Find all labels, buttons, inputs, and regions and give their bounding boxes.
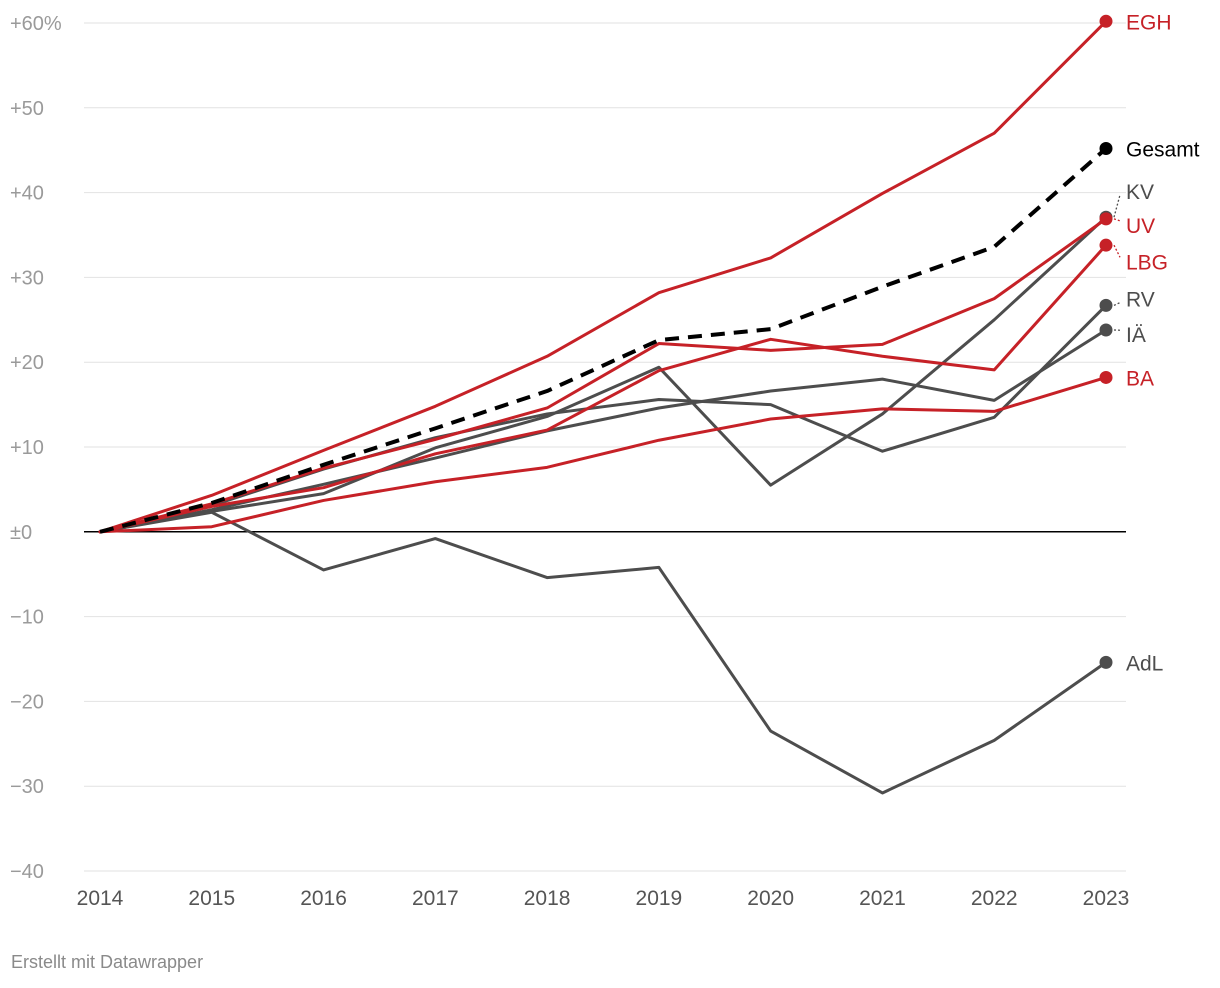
series-label-rv: RV xyxy=(1126,289,1155,312)
series-line-gesamt xyxy=(99,147,1108,534)
y-tick-label: −20 xyxy=(10,691,44,713)
end-marker-rv xyxy=(1099,298,1113,312)
series-label-egh: EGH xyxy=(1126,11,1172,34)
series-label-iä: IÄ xyxy=(1126,324,1146,347)
y-axis: +60% +50 +40 +30 +20 +10 ±0 −10 −20 −30 −40 xyxy=(10,13,62,883)
x-tick-label: 2014 xyxy=(77,887,124,910)
x-tick-label: 2020 xyxy=(747,887,794,910)
end-marker-gesamt xyxy=(1099,142,1113,156)
end-marker-ba xyxy=(1099,370,1113,384)
end-marker-uv xyxy=(1099,212,1113,226)
x-tick-label: 2018 xyxy=(524,887,571,910)
series-line-ba xyxy=(98,375,1108,534)
end-marker-adl xyxy=(1099,655,1113,669)
label-connector-rv xyxy=(1113,302,1121,306)
x-tick-label: 2023 xyxy=(1083,887,1130,910)
series-line-uv xyxy=(98,217,1108,534)
series-label-gesamt: Gesamt xyxy=(1126,139,1200,162)
y-tick-label: +40 xyxy=(10,183,44,205)
y-tick-label: −30 xyxy=(10,776,44,798)
y-tick-label: +30 xyxy=(10,267,44,289)
grid-layer xyxy=(84,22,1126,872)
y-tick-label: −10 xyxy=(10,607,44,629)
series-label-lbg: LBG xyxy=(1126,251,1168,274)
series-line-lbg xyxy=(98,243,1108,534)
label-connector-uv xyxy=(1113,218,1121,222)
series-label-adl: AdL xyxy=(1126,652,1163,675)
y-tick-label: +60% xyxy=(10,13,62,35)
series-line-adl xyxy=(98,510,1108,795)
series-label-uv: UV xyxy=(1126,215,1155,238)
end-marker-egh xyxy=(1099,14,1113,28)
label-connector-lbg xyxy=(1113,244,1121,258)
end-marker-lbg xyxy=(1099,238,1113,252)
y-tick-label: ±0 xyxy=(10,522,32,544)
label-connector-kv xyxy=(1113,194,1121,218)
y-tick-label: +50 xyxy=(10,98,44,120)
series-line-egh xyxy=(98,19,1108,534)
series-label-kv: KV xyxy=(1126,181,1154,204)
x-axis: 2014 2015 2016 2017 2018 2019 2020 2021 2022 2023 xyxy=(77,887,1130,910)
series-layer xyxy=(98,14,1113,795)
x-tick-label: 2021 xyxy=(859,887,906,910)
end-marker-iä xyxy=(1099,323,1113,337)
y-tick-label: −40 xyxy=(10,861,44,883)
legend-labels: EGH Gesamt KV UV LBG RV IÄ BA AdL xyxy=(1113,11,1200,675)
series-line-kv xyxy=(98,215,1108,534)
x-tick-label: 2015 xyxy=(188,887,235,910)
x-tick-label: 2019 xyxy=(636,887,683,910)
credit-footer: Erstellt mit Datawrapper xyxy=(11,952,204,972)
y-tick-label: +20 xyxy=(10,352,44,374)
x-tick-label: 2016 xyxy=(300,887,347,910)
series-label-ba: BA xyxy=(1126,367,1154,390)
y-tick-label: +10 xyxy=(10,437,44,459)
series-line-iä xyxy=(98,328,1108,534)
x-tick-label: 2022 xyxy=(971,887,1018,910)
x-tick-label: 2017 xyxy=(412,887,459,910)
